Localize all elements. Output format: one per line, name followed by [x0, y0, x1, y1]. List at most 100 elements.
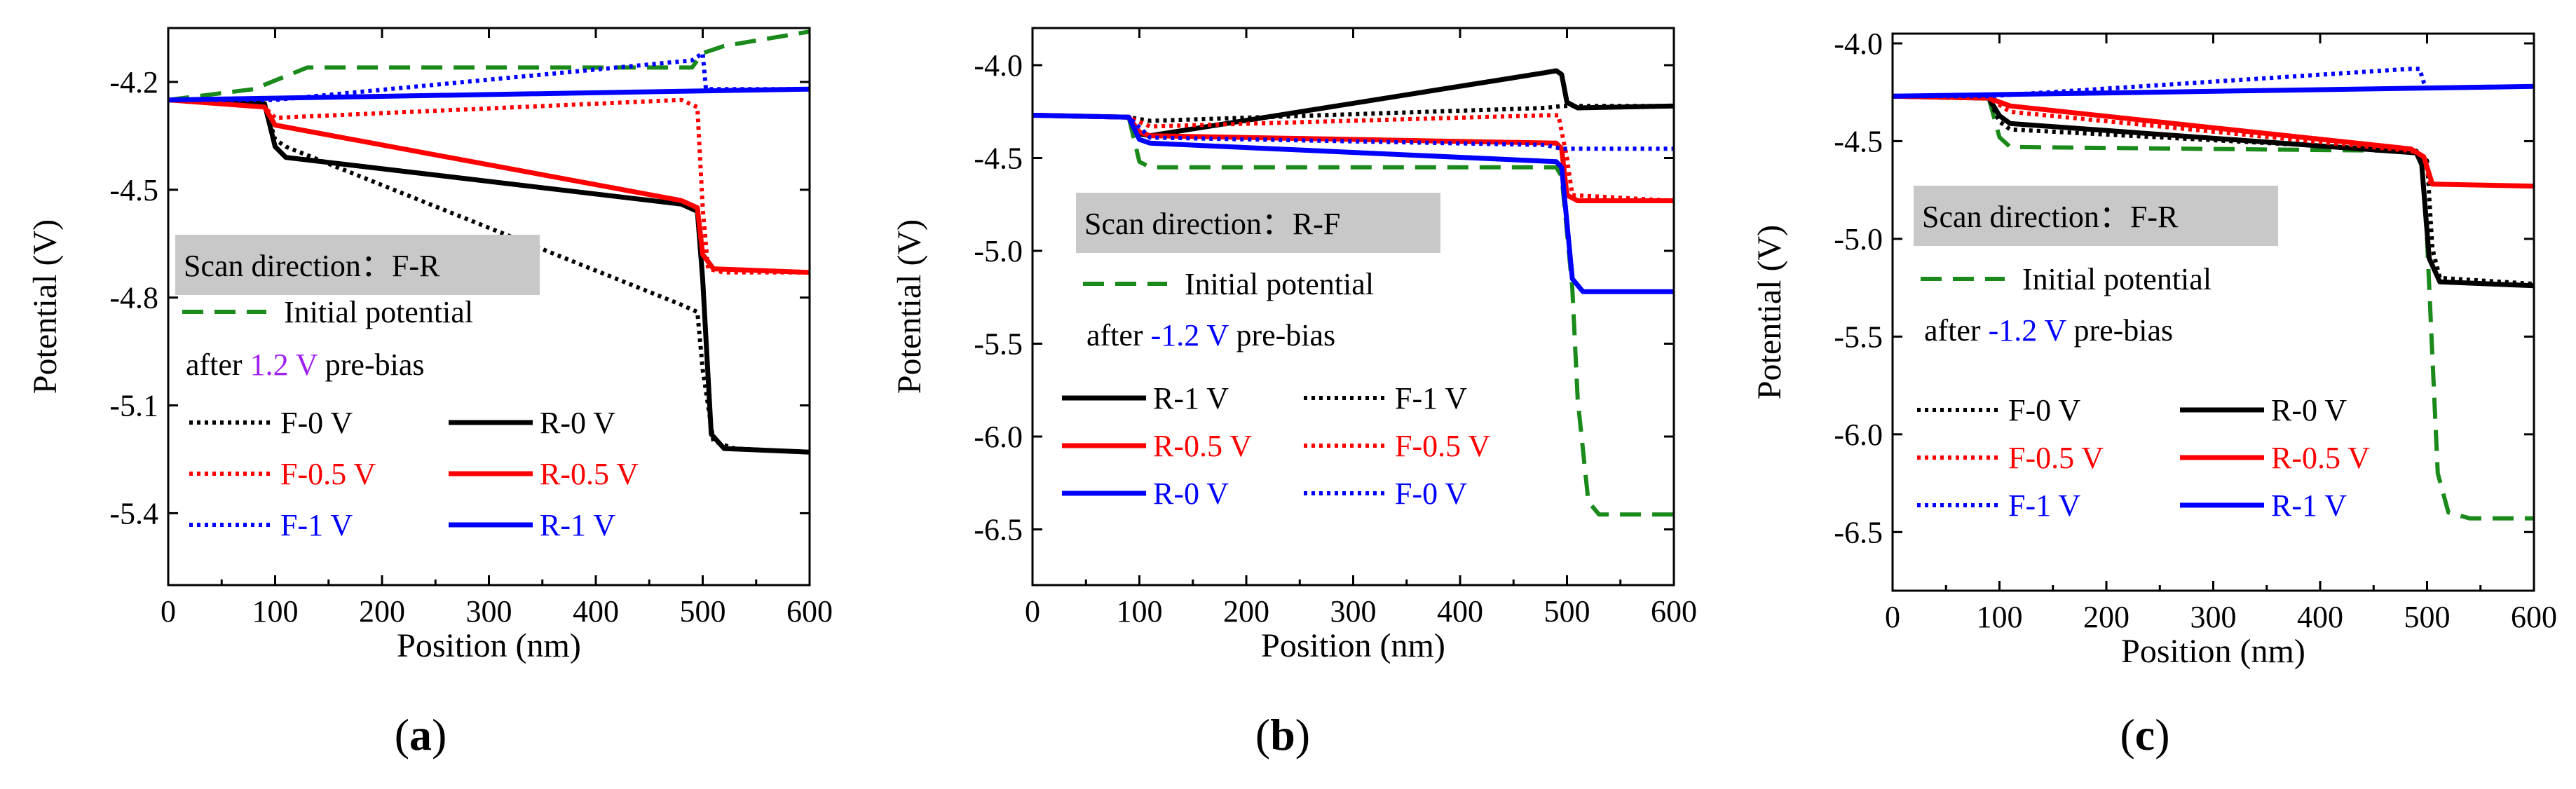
x-tick-label: 300: [466, 594, 512, 629]
legend-label-r-0-5-v: R-0.5 V: [2271, 441, 2370, 475]
legend-label-f-0-5-v: F-0.5 V: [1395, 429, 1490, 463]
y-tick-label: -4.0: [974, 48, 1023, 83]
bias-prefix: after: [186, 348, 250, 382]
caption-close: ): [1295, 710, 1310, 760]
legend-label-f-1-v: F-1 V: [280, 508, 353, 542]
legend-label-r-0-5-v: R-0.5 V: [540, 457, 639, 491]
scan-direction-label: Scan direction：F-R: [1922, 200, 2179, 234]
scan-direction-box: [1076, 193, 1440, 253]
y-tick-label: -4.5: [1834, 124, 1883, 158]
x-axis-label: Position (nm): [2121, 633, 2305, 670]
scan-direction-label: Scan direction：R-F: [1084, 207, 1340, 241]
x-tick-label: 500: [680, 594, 726, 629]
legend-label-f-0-5-v: F-0.5 V: [2008, 441, 2104, 475]
legend-label-r-0-v: R-0 V: [1153, 476, 1229, 511]
y-tick-label: -4.5: [109, 173, 158, 207]
x-tick-label: 200: [1223, 594, 1269, 629]
bias-suffix: pre-bias: [318, 348, 425, 382]
caption-close: ): [2155, 710, 2169, 760]
scan-direction-box: [1914, 186, 2278, 246]
x-tick-label: 500: [2404, 600, 2451, 634]
series-line-f-0-5-v: [1893, 94, 2534, 188]
x-tick-label: 600: [2511, 600, 2557, 634]
bias-suffix: pre-bias: [1228, 318, 1335, 352]
chart-panel-a: 0 100 200 300 400 500 600 -4.2 -4.5 -4.8 -5.1 -5.4 P…: [27, 27, 833, 760]
series-line-r-1-v: [1893, 83, 2534, 99]
y-tick-label: -5.1: [109, 389, 158, 423]
chart-panel-c: 0 100 200 300 400 500 600 -4.0 -4.5 -5.0 -5.5 -6.0 -…: [1751, 27, 2557, 760]
series-group: [1033, 68, 1674, 517]
series-line-r-0-5-v: [1893, 93, 2534, 189]
y-axis-label: Potential (V): [1751, 225, 1788, 399]
legend-label-initial: Initial potential: [1185, 267, 1374, 301]
x-tick-label: 300: [2190, 600, 2237, 634]
bias-label: after -1.2 V pre-bias: [1924, 313, 2173, 348]
plot-frame: [1031, 27, 1675, 586]
x-tick-label: 200: [359, 594, 405, 629]
series-line-f-1-v: [168, 50, 810, 102]
caption-letter: c: [2135, 710, 2155, 760]
bias-prefix: after: [1924, 313, 1989, 348]
legend-label-r-1-v: R-1 V: [2271, 488, 2347, 523]
panel-caption: (c): [2120, 710, 2169, 760]
x-tick-label: 200: [2083, 600, 2129, 634]
series-line-initial-potential: [1893, 94, 2534, 521]
y-tick-label: -5.5: [974, 327, 1023, 362]
series-group: [1893, 67, 2534, 521]
y-tick-label: -6.5: [974, 513, 1023, 547]
x-tick-label: 0: [161, 594, 176, 629]
y-tick-label: -5.5: [1834, 320, 1883, 354]
x-axis-label: Position (nm): [1261, 627, 1445, 664]
panel-caption: (b): [1255, 710, 1310, 760]
y-tick-label: -5.0: [1834, 222, 1883, 256]
bias-prefix: after: [1086, 318, 1151, 352]
series-line-f-0-v: [168, 97, 810, 455]
y-tick-label: -4.2: [109, 65, 158, 100]
y-tick-label: -6.0: [1834, 418, 1883, 452]
x-tick-label: 0: [1025, 594, 1040, 629]
y-tick-label: -5.0: [974, 234, 1023, 268]
legend-label-f-0-v: F-0 V: [280, 406, 353, 440]
bias-value: 1.2 V: [250, 348, 318, 382]
x-tick-label: 100: [1117, 594, 1163, 629]
series-line-initial-potential: [168, 29, 810, 102]
y-tick-label: -6.0: [974, 420, 1023, 454]
bias-value: -1.2 V: [1989, 313, 2067, 348]
legend-label-initial: Initial potential: [284, 295, 473, 329]
y-axis-label: Potential (V): [27, 219, 64, 394]
series-line-f-0-v: [1033, 113, 1674, 151]
caption-letter: b: [1270, 710, 1295, 760]
x-tick-label: 600: [786, 594, 833, 629]
legend-label-f-1-v: F-1 V: [1395, 381, 1467, 416]
series-line-r-0-5-v: [1033, 113, 1674, 203]
caption-open: (: [2120, 710, 2134, 760]
series-line-r-0-5-v: [168, 97, 810, 275]
bias-value: -1.2 V: [1151, 318, 1229, 352]
legend-label-f-0-v: F-0 V: [1395, 476, 1467, 511]
x-tick-label: 400: [2297, 600, 2343, 634]
series-group: [168, 29, 810, 455]
legend-label-r-1-v: R-1 V: [540, 508, 615, 542]
x-tick-label: 400: [1437, 594, 1483, 629]
caption-close: ): [432, 710, 447, 760]
panel-caption: (a): [395, 710, 447, 760]
caption-letter: a: [409, 710, 432, 760]
y-tick-label: -4.8: [109, 281, 158, 315]
legend-label-initial: Initial potential: [2022, 262, 2212, 296]
x-tick-label: 0: [1885, 600, 1900, 634]
x-axis-label: Position (nm): [397, 627, 581, 664]
y-tick-label: -5.4: [109, 496, 158, 530]
bias-label: after -1.2 V pre-bias: [1086, 318, 1335, 352]
legend-label-r-0-5-v: R-0.5 V: [1153, 429, 1252, 463]
y-tick-label: -6.5: [1834, 515, 1883, 549]
scan-direction-box: [175, 235, 540, 295]
y-tick-label: -4.0: [1834, 27, 1883, 61]
caption-open: (: [1255, 710, 1270, 760]
series-line-initial-potential: [1033, 113, 1674, 517]
bias-suffix: pre-bias: [2066, 313, 2173, 348]
caption-open: (: [395, 710, 409, 760]
legend-label-f-1-v: F-1 V: [2008, 488, 2080, 523]
legend-label-r-1-v: R-1 V: [1153, 381, 1229, 416]
x-tick-label: 300: [1330, 594, 1377, 629]
